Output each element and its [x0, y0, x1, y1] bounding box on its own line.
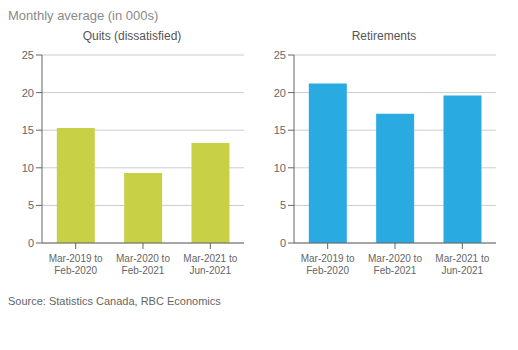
svg-text:5: 5 [280, 199, 286, 211]
html-text:Monthly average (in 000s): Monthly average (in 000s) [8, 8, 159, 23]
svg-text:5: 5 [28, 199, 34, 211]
svg-text:10: 10 [274, 162, 286, 174]
svg-text:0: 0 [28, 237, 34, 249]
svg-text:Mar-2020 toFeb-2021: Mar-2020 toFeb-2021 [368, 253, 422, 276]
svg-text:25: 25 [22, 49, 34, 61]
svg-text:Mar-2019 toFeb-2020: Mar-2019 toFeb-2020 [301, 253, 355, 276]
html-text:Source: Statistics Canada, RBC: Source: Statistics Canada, RBC Economics [8, 295, 221, 307]
svg-text:10: 10 [22, 162, 34, 174]
svg-text:20: 20 [22, 87, 34, 99]
svg-text:15: 15 [22, 124, 34, 136]
html-text:Quits (dissatisfied): Quits (dissatisfied) [82, 29, 182, 43]
html-text:Retirements: Retirements [351, 29, 417, 43]
svg-text:Mar-2021 toJun-2021: Mar-2021 toJun-2021 [435, 253, 489, 276]
svg-text:Mar-2021 toJun-2021: Mar-2021 toJun-2021 [183, 253, 237, 276]
svg-text:0: 0 [280, 237, 286, 249]
svg-text:Mar-2020 toFeb-2021: Mar-2020 toFeb-2021 [116, 253, 170, 276]
svg-text:20: 20 [274, 87, 286, 99]
svg-text:25: 25 [274, 49, 286, 61]
svg-text:Mar-2019 toFeb-2020: Mar-2019 toFeb-2020 [49, 253, 103, 276]
svg-text:15: 15 [274, 124, 286, 136]
